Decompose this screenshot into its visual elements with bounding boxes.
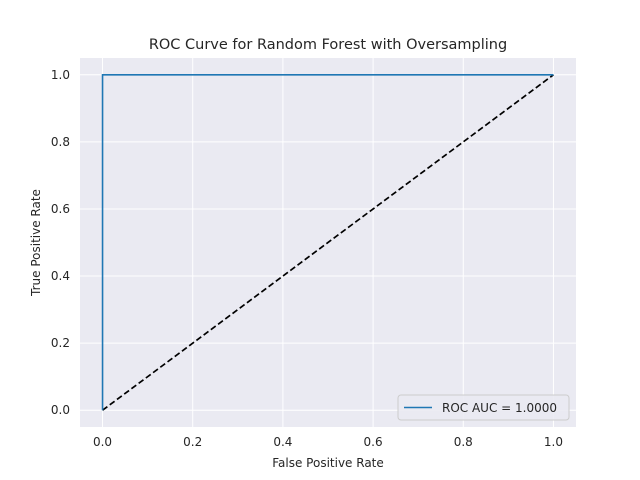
y-tick-label: 1.0 (51, 68, 70, 82)
x-tick-label: 0.8 (454, 435, 473, 449)
legend-box (397, 394, 570, 421)
y-tick-label: 0.2 (51, 336, 70, 350)
chance-diagonal-line (102, 74, 554, 411)
x-tick-label: 0.6 (364, 435, 383, 449)
roc-curve-line (101, 73, 554, 411)
y-axis-label: True Positive Rate (29, 189, 43, 297)
x-tick-label: 1.0 (544, 435, 563, 449)
x-tick-label: 0.2 (183, 435, 202, 449)
x-tick-label: 0.0 (93, 435, 112, 449)
y-tick-label: 0.0 (51, 403, 70, 417)
y-tick-label: 0.8 (51, 135, 70, 149)
chart-title: ROC Curve for Random Forest with Oversam… (149, 37, 507, 53)
x-axis-label: False Positive Rate (272, 456, 384, 470)
x-tick-label: 0.4 (273, 435, 292, 449)
legend-label-roc: ROC AUC = 1.0000 (442, 401, 557, 415)
series-layer (101, 73, 554, 411)
y-tick-label: 0.4 (51, 269, 70, 283)
grid-lines (80, 58, 576, 427)
tick-labels: 0.0 0.2 0.4 0.6 0.8 1.0 0.0 0.2 0.4 0.6 0.8 1.0 (51, 68, 563, 449)
legend: ROC AUC = 1.0000 (397, 394, 570, 421)
y-tick-label: 0.6 (51, 202, 70, 216)
